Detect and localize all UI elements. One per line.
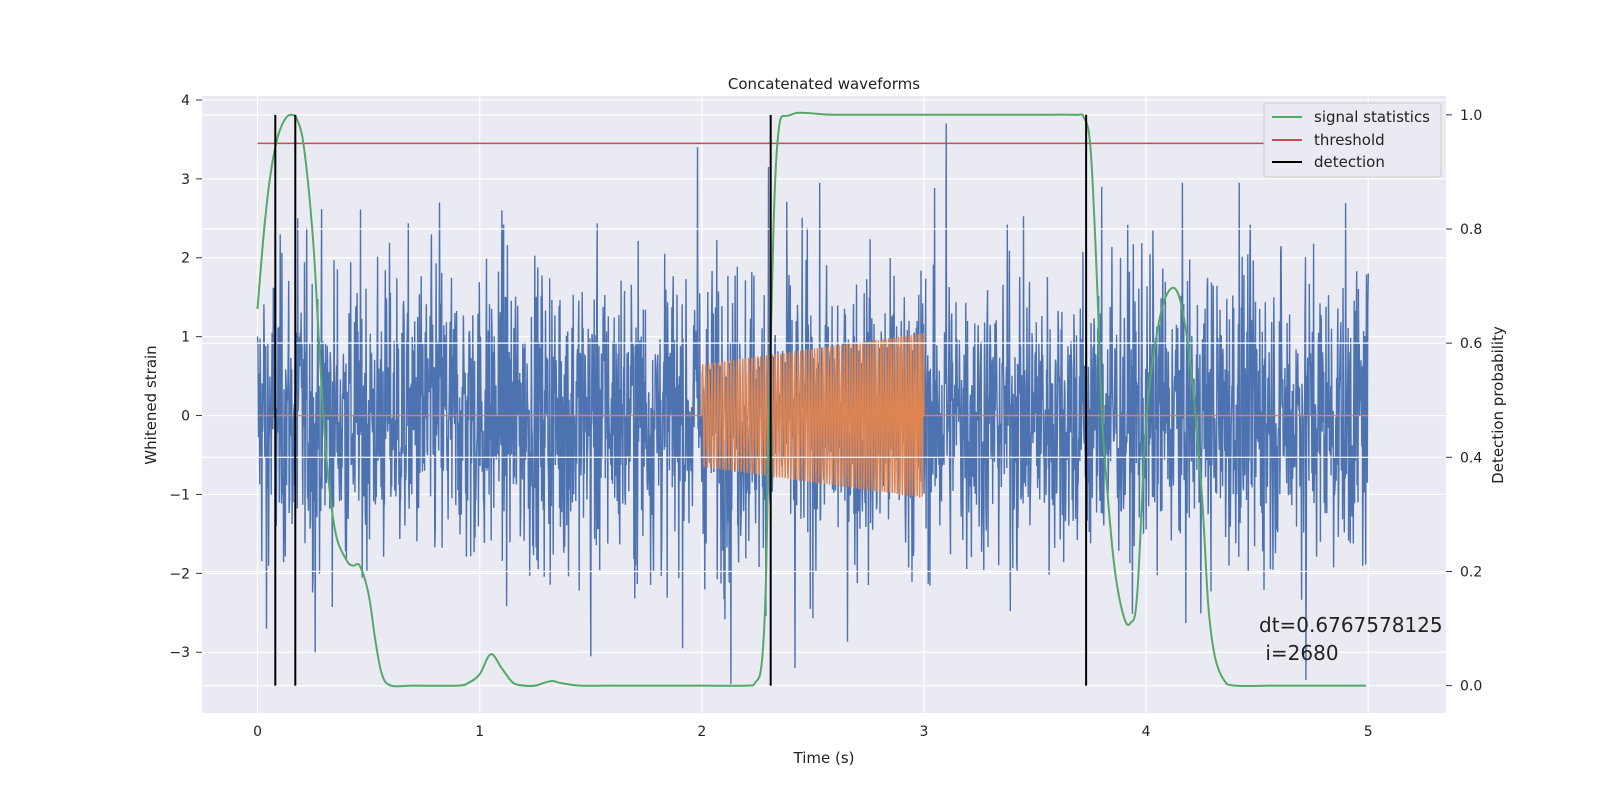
y2-tick-label: 1.0 bbox=[1460, 108, 1482, 124]
strain-series bbox=[256, 123, 1369, 684]
y-tick-label: 1 bbox=[181, 330, 190, 346]
detection-series bbox=[274, 114, 1088, 686]
x-tick-label: 3 bbox=[920, 724, 929, 740]
signal-statistics-series bbox=[256, 111, 1366, 688]
y2-tick-labels: 0.0 0.2 0.4 0.6 0.8 1.0 bbox=[1446, 108, 1482, 695]
signal-statistics-line bbox=[256, 111, 1366, 688]
legend-label-signal-statistics: signal statistics bbox=[1314, 108, 1430, 126]
y2-tick-label: 0.4 bbox=[1460, 450, 1482, 466]
x-tick-label: 5 bbox=[1364, 724, 1373, 740]
y-tick-label: 4 bbox=[181, 93, 190, 109]
x-axis-label: Time (s) bbox=[793, 749, 855, 767]
x-tick-label: 2 bbox=[697, 724, 706, 740]
x-tick-labels: 0 1 2 3 4 5 bbox=[253, 724, 1373, 740]
chirp-line bbox=[257, 332, 1369, 498]
x-tick-label: 4 bbox=[1142, 724, 1151, 740]
legend-label-detection: detection bbox=[1314, 153, 1385, 171]
y-tick-labels: −3 −2 −1 0 1 2 3 4 bbox=[169, 93, 202, 661]
chirp-series bbox=[257, 332, 1369, 498]
x-tick-label: 0 bbox=[253, 724, 262, 740]
chart-title: Concatenated waveforms bbox=[728, 75, 920, 93]
y-tick-label: −2 bbox=[169, 566, 190, 582]
y-tick-label: −1 bbox=[169, 487, 190, 503]
y-tick-label: 0 bbox=[181, 409, 190, 425]
y2-axis-label: Detection probability bbox=[1489, 326, 1507, 484]
legend-box bbox=[1263, 102, 1442, 178]
y-axis-label: Whitened strain bbox=[142, 345, 160, 464]
annotation-line: i=2680 bbox=[1259, 641, 1339, 665]
legend: signal statistics threshold detection bbox=[1263, 102, 1442, 178]
y2-tick-label: 0.8 bbox=[1460, 222, 1482, 238]
y-tick-label: −3 bbox=[169, 645, 190, 661]
legend-label-threshold: threshold bbox=[1314, 131, 1385, 149]
y2-tick-label: 0.2 bbox=[1460, 564, 1482, 580]
y2-tick-label: 0.6 bbox=[1460, 336, 1482, 352]
x-tick-label: 1 bbox=[475, 724, 484, 740]
y-tick-label: 3 bbox=[181, 172, 190, 188]
strain-line bbox=[256, 123, 1369, 684]
y2-tick-label: 0.0 bbox=[1460, 679, 1482, 695]
dt-annotation: dt=0.6767578125 i=2680 bbox=[1259, 613, 1443, 665]
annotation-line: dt=0.6767578125 bbox=[1259, 613, 1443, 637]
y-tick-label: 2 bbox=[181, 251, 190, 267]
